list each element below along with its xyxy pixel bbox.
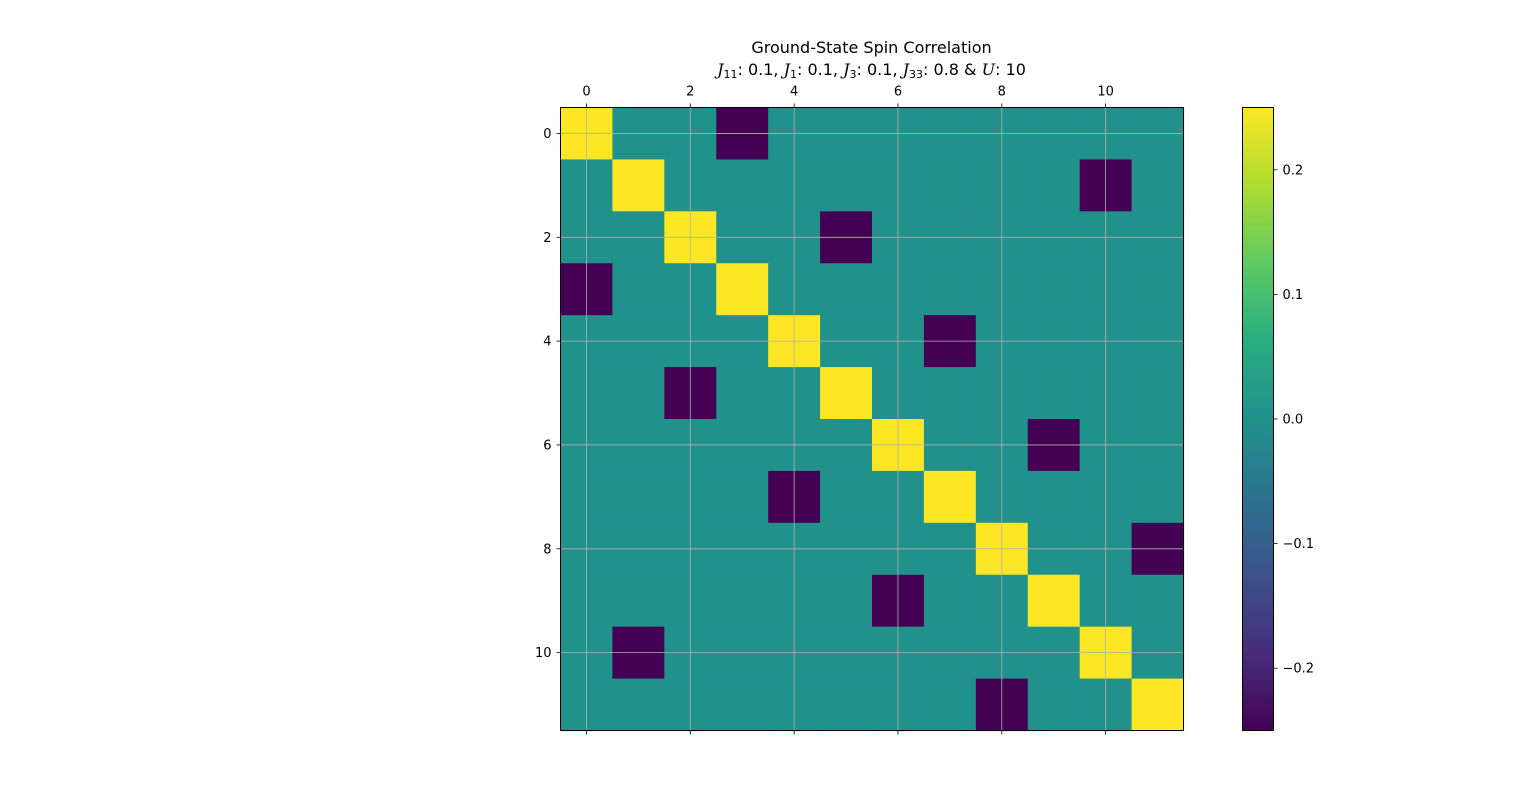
heatmap-cell-11-11	[1131, 678, 1185, 732]
plot-frame	[560, 107, 1184, 731]
heatmap-cell-7-11	[1131, 470, 1185, 524]
heatmap-cell-3-11	[1131, 263, 1185, 316]
y-tick-label-4: 4	[543, 335, 551, 350]
x-tick-label-2: 2	[686, 85, 694, 100]
heatmap-cell-3-1	[612, 263, 665, 316]
heatmap-cell-7-7	[923, 470, 977, 524]
colorbar-tick-label-0: −0.2	[1283, 662, 1315, 677]
heatmap-cell-7-9	[1027, 470, 1081, 524]
heatmap-cell-11-5	[820, 678, 873, 732]
heatmap-cell-9-5	[820, 574, 873, 628]
subtitle-term-4: U: 10	[981, 60, 1026, 79]
y-tick-label-6: 6	[543, 438, 551, 453]
heatmap-cell-11-1	[612, 678, 665, 732]
heatmap-cell-1-5	[820, 159, 873, 212]
y-tick-label-10: 10	[535, 646, 552, 661]
y-tick-label-2: 2	[543, 231, 551, 246]
heatmap-cell-1-3	[716, 159, 769, 212]
x-axis-ticks: 0 2 4 6 8 10	[582, 85, 1114, 735]
heatmap-cell-3-5	[820, 263, 873, 316]
heatmap-cell-5-1	[612, 367, 665, 420]
heatmap-cell-5-7	[923, 367, 977, 420]
chart-title: Ground-State Spin Correlation	[751, 38, 992, 57]
heatmap-cell-5-9	[1027, 367, 1081, 420]
x-tick-label-6: 6	[894, 85, 902, 100]
heatmap-cell-9-9	[1027, 574, 1081, 628]
heatmap-cells	[560, 107, 1185, 732]
y-tick-label-8: 8	[543, 542, 551, 557]
heatmap-cell-7-3	[716, 470, 769, 524]
colorbar-tick-label-1: −0.1	[1283, 537, 1315, 552]
colorbar	[1242, 107, 1274, 731]
x-tick-label-0: 0	[582, 85, 590, 100]
heatmap-cell-9-1	[612, 574, 665, 628]
heatmap-cell-1-9	[1027, 159, 1081, 212]
subtitle-term-2: J3: 0.1,	[843, 60, 903, 81]
colorbar-tick-label-4: 0.2	[1283, 163, 1304, 178]
colorbar-tick-label-3: 0.1	[1283, 288, 1304, 303]
heatmap-cell-7-1	[612, 470, 665, 524]
heatmap-cell-1-11	[1131, 159, 1185, 212]
colorbar-tick-label-2: 0.0	[1283, 413, 1304, 428]
heatmap-cell-11-3	[716, 678, 769, 732]
heatmap-cell-11-7	[923, 678, 977, 732]
subtitle-term-3: J33: 0.8 &	[902, 60, 982, 81]
subtitle-term-0: J11: 0.1,	[717, 60, 784, 81]
heatmap-cell-7-5	[820, 470, 873, 524]
heatmap-cell-3-7	[923, 263, 977, 316]
heatmap-cell-3-9	[1027, 263, 1081, 316]
heatmap-cell-5-11	[1131, 367, 1185, 420]
heatmap-cell-5-5	[820, 367, 873, 420]
heatmap-cell-11-9	[1027, 678, 1081, 732]
heatmap-cell-1-1	[612, 159, 665, 212]
x-tick-label-10: 10	[1097, 85, 1114, 100]
subtitle-term-1: J1: 0.1,	[783, 60, 844, 81]
chart-subtitle: J11: 0.1, J1: 0.1, J3: 0.1, J33: 0.8 & U…	[560, 60, 1183, 81]
y-tick-label-0: 0	[543, 127, 551, 142]
heatmap-cell-3-3	[716, 263, 769, 316]
heatmap-cell-5-3	[716, 367, 769, 420]
heatmap-cell-9-3	[716, 574, 769, 628]
x-tick-label-4: 4	[790, 85, 798, 100]
colorbar-ticks: −0.2 −0.1 0.0 0.1 0.2	[1273, 163, 1315, 677]
heatmap-grid	[560, 107, 1184, 731]
x-tick-label-8: 8	[998, 85, 1006, 100]
heatmap-cell-9-7	[923, 574, 977, 628]
heatmap-cell-1-7	[923, 159, 977, 212]
y-axis-ticks: 0 2 4 6 8 10	[535, 127, 561, 661]
heatmap-cell-9-11	[1131, 574, 1185, 628]
